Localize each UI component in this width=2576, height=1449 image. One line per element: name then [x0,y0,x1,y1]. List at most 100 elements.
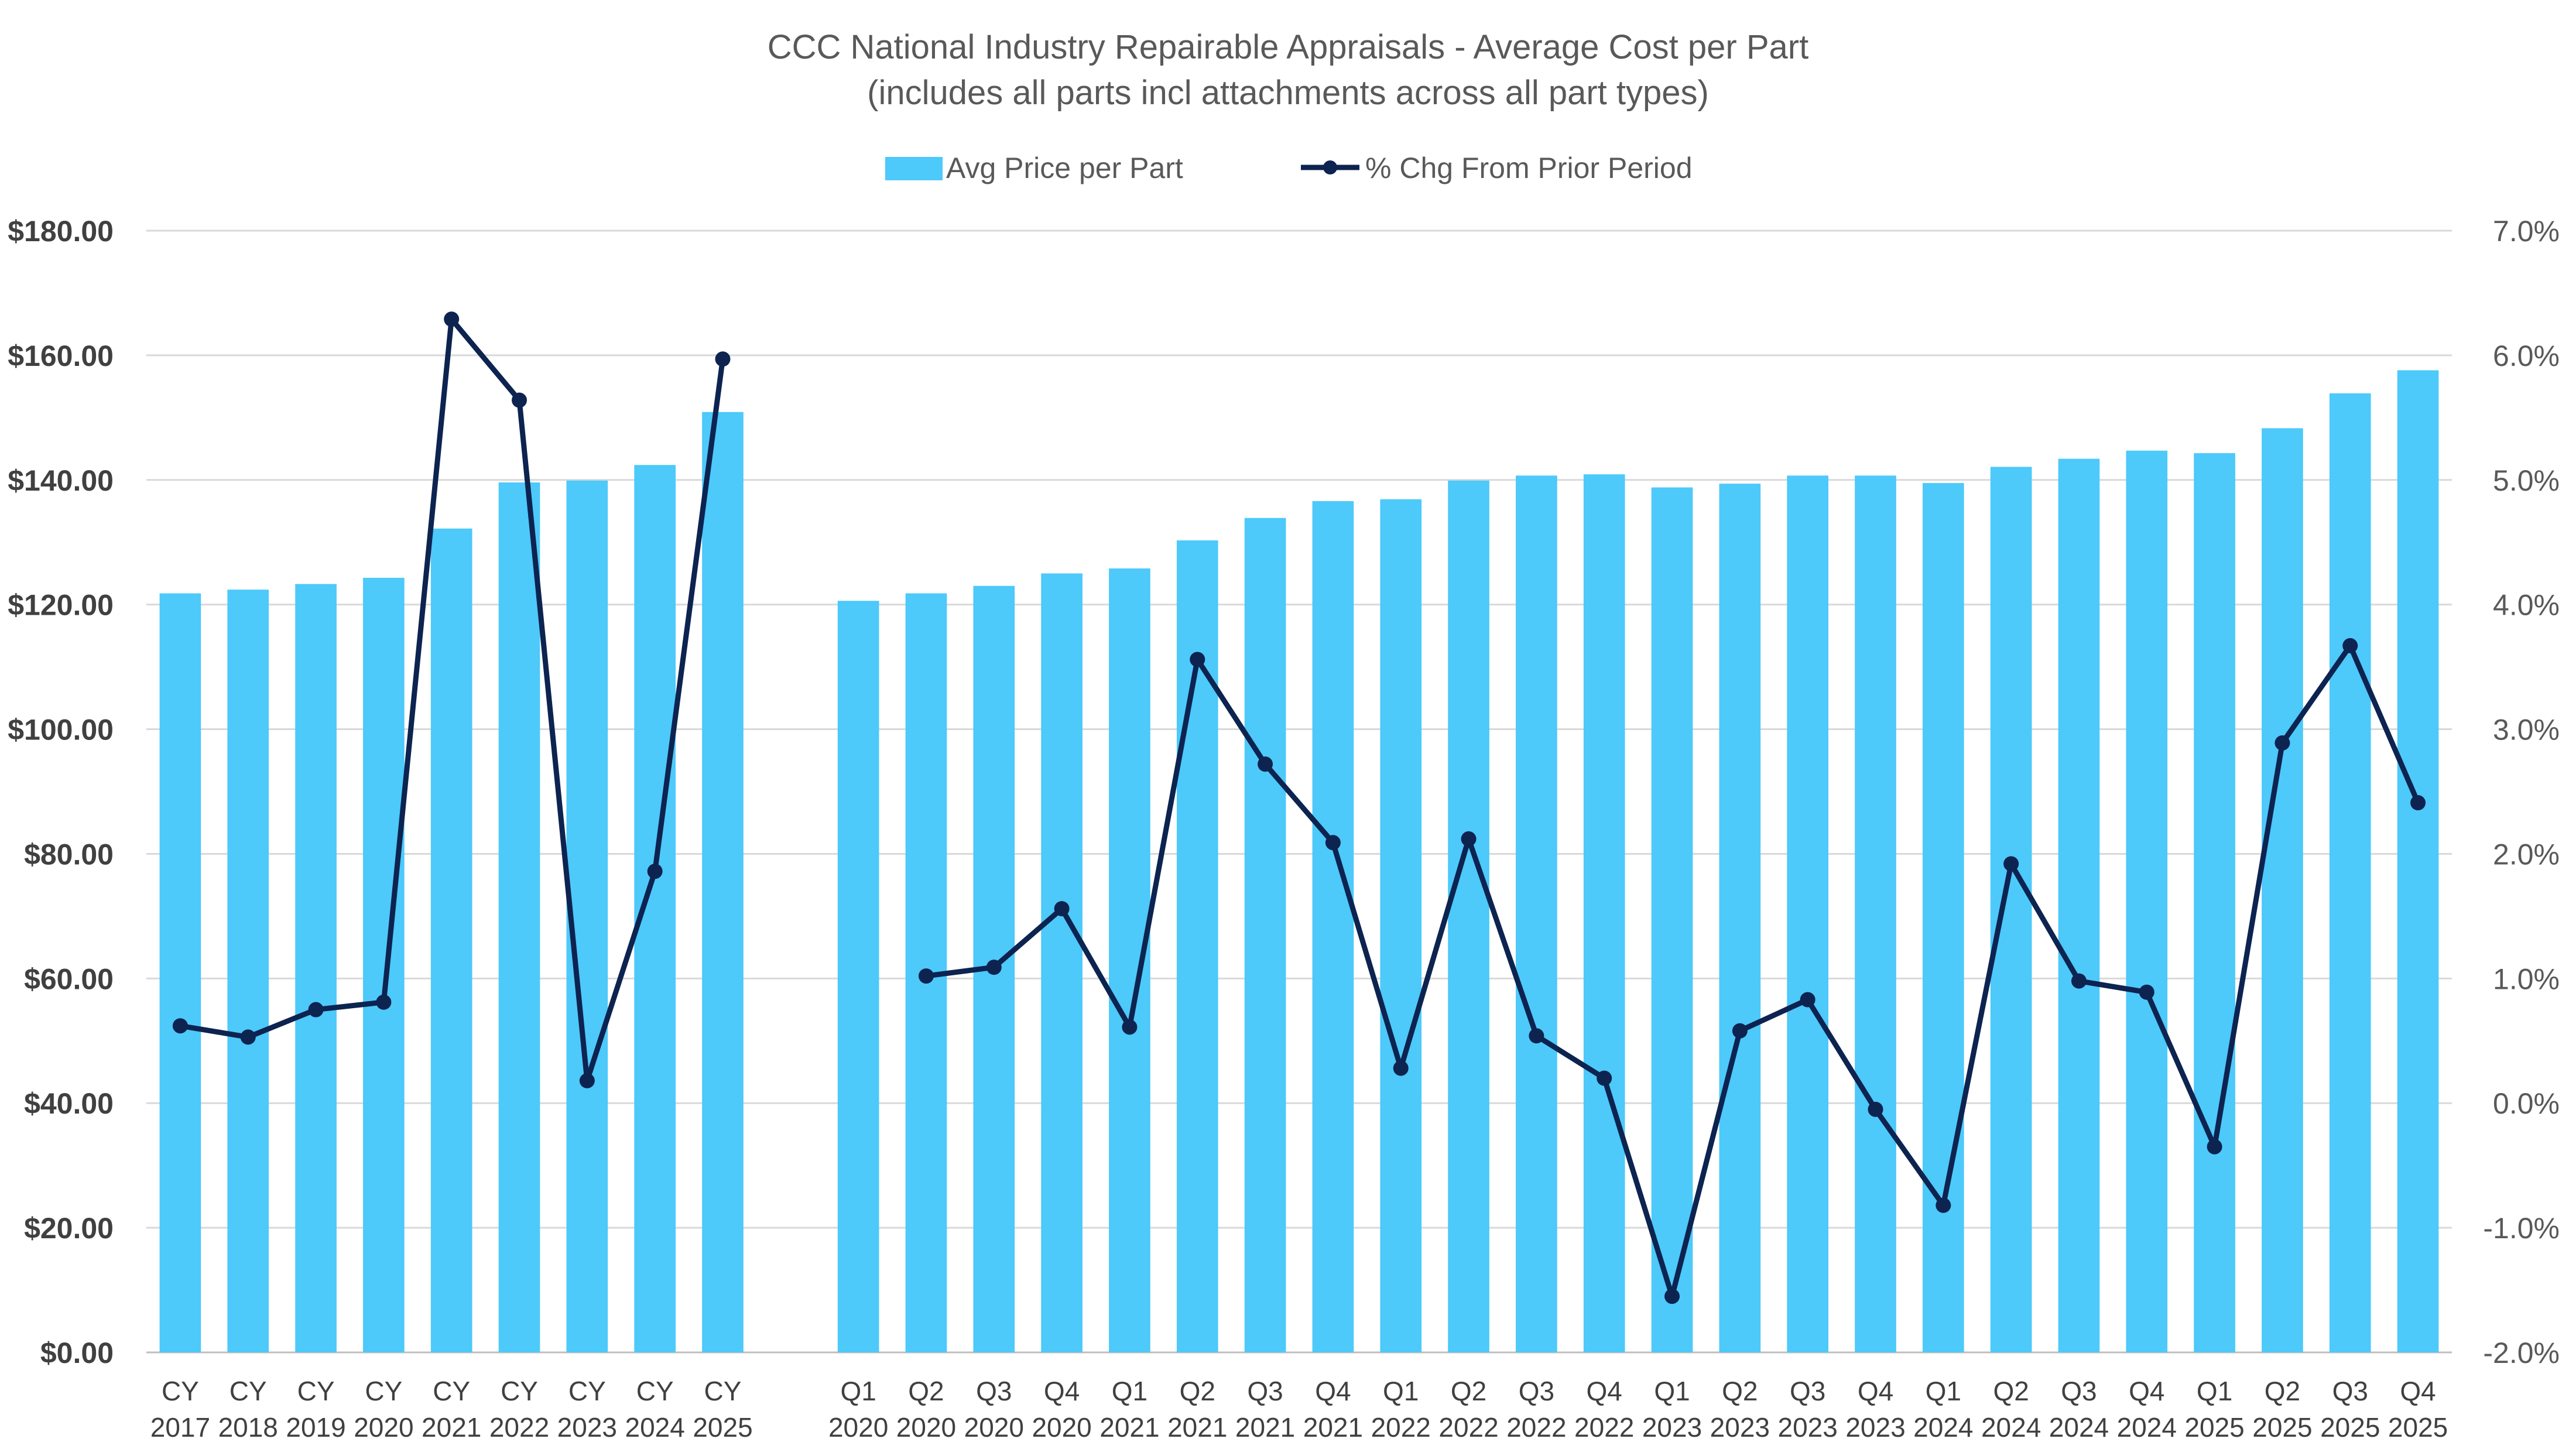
x-tick-label: CY 2023 [557,1376,617,1443]
y-left-tick-label: $180.00 [8,215,114,248]
x-tick-label: Q2 2024 [1981,1376,2041,1443]
legend-bar-label: Avg Price per Part [946,152,1183,184]
line-point [1325,835,1341,851]
line-point [2274,735,2290,751]
legend-line-marker [1323,160,1337,174]
y-right-tick-label: 6.0% [2493,340,2560,372]
bar-series [159,370,2439,1353]
y-right-tick-label: 1.0% [2493,962,2560,995]
x-tick-label: Q1 2025 [2184,1376,2244,1443]
y-right-tick-label: 4.0% [2493,589,2560,622]
line-point [579,1073,595,1088]
bar [1990,467,2032,1352]
line-point [2003,856,2019,872]
line-point [2071,973,2087,989]
bar [363,577,405,1353]
x-tick-label: Q3 2021 [1235,1376,1295,1443]
x-tick-label: Q2 2020 [896,1376,956,1443]
x-tick-label: Q2 2022 [1438,1376,1498,1443]
bar [295,584,337,1352]
bar [2058,458,2100,1352]
line-point [1597,1070,1612,1086]
x-tick-label: CY 2018 [218,1376,278,1443]
y-axis-left: $0.00 $20.00 $40.00 $60.00 $80.00 $100.00 $120… [8,215,114,1369]
line-point [1529,1028,1544,1044]
line-point [1190,652,1205,667]
x-tick-label: Q4 2025 [2388,1376,2448,1443]
y-right-tick-label: 3.0% [2493,714,2560,746]
line-point [1732,1023,1748,1039]
bar [1380,499,1422,1352]
bar [1583,474,1625,1352]
x-tick-label: CY 2019 [286,1376,345,1443]
x-tick-label: Q2 2021 [1167,1376,1227,1443]
bar [227,590,269,1352]
y-left-tick-label: $0.00 [40,1337,114,1369]
legend-line-label: % Chg From Prior Period [1365,152,1693,184]
x-tick-label: Q1 2022 [1371,1376,1431,1443]
line-series [172,311,2426,1304]
x-tick-label: Q1 2023 [1642,1376,1702,1443]
x-tick-label: Q4 2022 [1574,1376,1634,1443]
line-point [1800,992,1815,1008]
bar [159,593,201,1353]
y-axis-right: -2.0% -1.0% 0.0% 1.0% 2.0% 3.0% 4.0% 5.0% 6.0% 7.… [2483,215,2560,1369]
line-point [1054,901,1070,917]
line-point [172,1018,188,1034]
y-left-tick-label: $40.00 [24,1087,114,1120]
x-tick-label: Q3 2024 [2049,1376,2109,1443]
bar [498,482,540,1352]
y-left-tick-label: $100.00 [8,714,114,746]
line-point [715,351,731,367]
x-tick-label: CY 2024 [625,1376,685,1443]
legend-bar-swatch [885,157,943,180]
bar [1448,480,1489,1352]
line-point [308,1002,324,1018]
bar [2329,393,2371,1352]
x-tick-label: Q2 2025 [2252,1376,2312,1443]
x-tick-label: Q3 2022 [1506,1376,1566,1443]
y-right-tick-label: 5.0% [2493,464,2560,497]
y-left-tick-label: $160.00 [8,340,114,372]
x-tick-label: Q1 2020 [828,1376,888,1443]
x-tick-label: CY 2022 [489,1376,549,1443]
bar [1041,573,1083,1352]
line-point [2410,795,2426,811]
line-point [1122,1019,1138,1035]
x-tick-label: Q4 2024 [2117,1376,2177,1443]
line-point [2207,1139,2222,1155]
x-tick-label: Q4 2021 [1303,1376,1363,1443]
line-point [2139,984,2154,1000]
line-point [918,968,934,984]
line-point [1258,756,1273,772]
line-point [647,864,663,879]
x-tick-label: Q3 2025 [2320,1376,2380,1443]
bar [837,601,879,1352]
line-point [986,960,1002,975]
bar [1244,518,1286,1352]
bar [2397,370,2439,1352]
line-point [1664,1289,1680,1304]
x-tick-label: Q2 2023 [1710,1376,1770,1443]
bar [1787,475,1829,1352]
x-tick-label: CY 2025 [693,1376,752,1443]
bar [2126,450,2168,1352]
x-tick-label: Q3 2023 [1778,1376,1838,1443]
bar [1176,540,1218,1353]
line-point [512,392,527,408]
y-left-tick-label: $140.00 [8,464,114,497]
bar [1516,475,1557,1352]
y-right-tick-label: 0.0% [2493,1087,2560,1120]
bar [1855,475,1896,1352]
x-tick-label: CY 2020 [354,1376,413,1443]
y-right-tick-label: -2.0% [2483,1337,2560,1369]
chart-subtitle: (includes all parts incl attachments acr… [867,74,1709,112]
line-point [240,1029,256,1045]
bar [1922,483,1964,1352]
legend: Avg Price per Part % Chg From Prior Peri… [885,152,1693,184]
y-left-tick-label: $120.00 [8,589,114,622]
x-tick-label: CY 2017 [150,1376,210,1443]
y-left-tick-label: $60.00 [24,962,114,995]
